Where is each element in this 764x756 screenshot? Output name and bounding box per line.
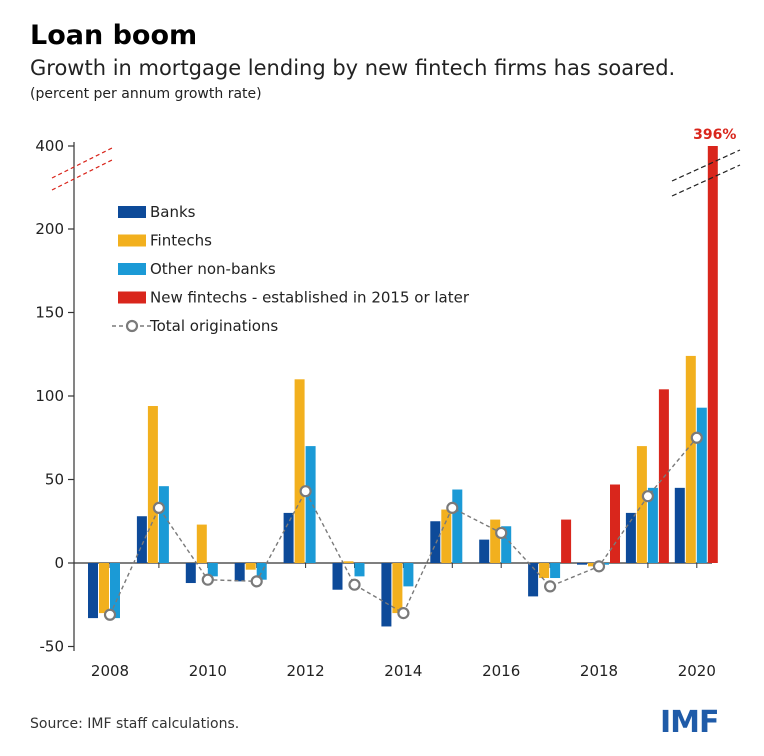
legend-label: Fintechs xyxy=(150,232,212,250)
bar-fintechs xyxy=(196,524,207,563)
y-tick-label: 200 xyxy=(35,220,64,238)
y-tick-label: 150 xyxy=(35,304,64,322)
bar-other-nonbanks xyxy=(354,563,365,577)
bar-fintechs xyxy=(441,509,452,563)
x-tick-label: 2016 xyxy=(482,662,520,680)
legend-swatch-banks xyxy=(118,206,146,218)
bar-fintechs xyxy=(99,563,109,614)
total-originations-point xyxy=(495,526,508,540)
total-originations-point xyxy=(641,490,655,503)
total-originations-point xyxy=(543,580,557,593)
bar-banks xyxy=(185,563,196,584)
y-tick-label: -50 xyxy=(40,638,65,656)
source-note: Source: IMF staff calculations. xyxy=(30,716,240,732)
bar-other-nonbanks xyxy=(158,486,169,563)
legend-label: Other non-banks xyxy=(150,260,276,278)
bar-fintechs xyxy=(685,355,696,563)
bar-new-fintechs xyxy=(610,484,620,563)
legend-swatch-other-nonbanks xyxy=(118,263,146,275)
bar-fintechs xyxy=(147,406,158,563)
total-originations-point xyxy=(103,608,117,621)
bar-break-mark xyxy=(671,164,741,197)
x-tick-label: 2010 xyxy=(189,662,227,680)
total-originations-point xyxy=(592,560,606,573)
total-originations-point xyxy=(299,485,312,498)
y-tick-label: 100 xyxy=(35,387,64,405)
bar-other-nonbanks xyxy=(403,563,414,587)
bar-banks xyxy=(674,487,685,563)
bar-fintechs xyxy=(245,563,256,570)
bar-banks xyxy=(234,563,245,582)
x-tick-label: 2018 xyxy=(580,662,618,680)
bar-fintechs xyxy=(294,379,305,563)
x-tick-label: 2012 xyxy=(287,662,325,680)
total-originations-point xyxy=(250,575,263,588)
bar-fintechs xyxy=(343,561,354,563)
bar-banks xyxy=(430,521,441,563)
legend-marker-total xyxy=(125,319,139,333)
total-originations-point xyxy=(201,573,214,586)
bar-other-nonbanks xyxy=(550,563,561,579)
bar-other-nonbanks xyxy=(110,563,120,619)
total-originations-point xyxy=(397,606,410,620)
x-tick-label: 2020 xyxy=(678,662,716,680)
bar-banks xyxy=(381,563,392,627)
bar-fintechs xyxy=(490,519,501,563)
total-originations-point xyxy=(348,578,361,591)
bar-other-nonbanks xyxy=(452,489,463,563)
axis-break-mark xyxy=(51,159,113,191)
bar-other-nonbanks xyxy=(207,563,218,577)
legend-label: New fintechs - established in 2015 or la… xyxy=(150,289,470,307)
bar-banks xyxy=(528,563,539,597)
x-tick-label: 2008 xyxy=(91,662,129,680)
x-tick-label: 2014 xyxy=(384,662,422,680)
bar-break-mark xyxy=(671,149,741,182)
bar-other-nonbanks xyxy=(305,446,316,563)
bar-fintechs xyxy=(588,563,598,567)
y-tick-label: 400 xyxy=(35,137,64,155)
total-originations-point xyxy=(446,501,459,514)
bar-new-fintechs xyxy=(561,519,572,563)
total-originations-point xyxy=(690,431,703,444)
imf-logo: IMF xyxy=(660,705,720,740)
y-tick-label: 50 xyxy=(45,471,64,489)
y-tick-label: 0 xyxy=(54,554,64,572)
bar-other-nonbanks xyxy=(256,563,267,580)
bar-banks xyxy=(577,563,587,565)
legend-label: Total originations xyxy=(149,317,278,335)
bar-new-fintechs xyxy=(707,146,718,563)
chart-canvas: -50 0 50 100 150 200 400 396% 2008 2010 2012 2014 20… xyxy=(35,127,741,680)
bar-other-nonbanks xyxy=(501,526,512,563)
legend-label: Banks xyxy=(150,203,196,221)
annotation-396: 396% xyxy=(693,127,736,143)
bar-banks xyxy=(88,563,98,619)
legend-swatch-new-fintechs xyxy=(118,291,146,304)
bar-other-nonbanks xyxy=(647,487,658,563)
bar-fintechs xyxy=(392,563,403,614)
bar-fintechs xyxy=(539,563,550,579)
chart-title: Loan boom xyxy=(30,20,198,51)
bar-banks xyxy=(625,512,636,563)
chart-subtitle: Growth in mortgage lending by new fintec… xyxy=(30,56,676,80)
bar-other-nonbanks xyxy=(696,407,707,563)
bar-banks xyxy=(283,512,294,563)
bar-banks xyxy=(479,539,490,563)
legend-swatch-fintechs xyxy=(118,234,146,247)
total-originations-point xyxy=(152,501,165,514)
unit-label: (percent per annum growth rate) xyxy=(30,86,262,102)
bar-banks xyxy=(136,516,147,563)
bar-banks xyxy=(332,563,343,590)
